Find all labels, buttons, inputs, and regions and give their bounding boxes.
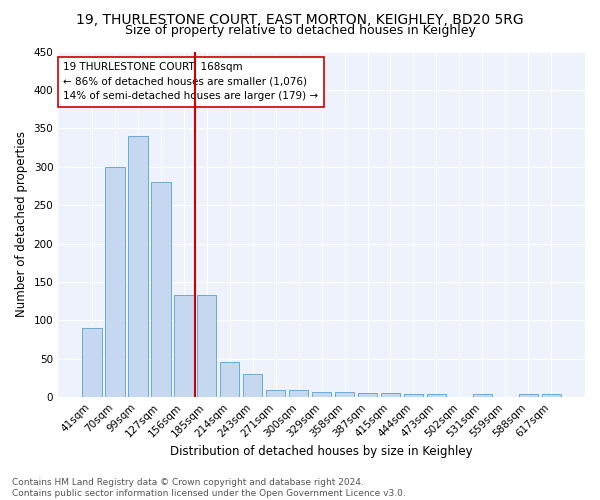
- Y-axis label: Number of detached properties: Number of detached properties: [15, 132, 28, 318]
- Bar: [105, 166, 125, 397]
- Bar: [427, 394, 446, 397]
- Text: Size of property relative to detached houses in Keighley: Size of property relative to detached ho…: [125, 24, 475, 37]
- Bar: [151, 182, 170, 397]
- Bar: [174, 295, 194, 397]
- Bar: [220, 362, 239, 397]
- Bar: [473, 394, 492, 397]
- Bar: [289, 390, 308, 397]
- Text: 19 THURLESTONE COURT: 168sqm
← 86% of detached houses are smaller (1,076)
14% of: 19 THURLESTONE COURT: 168sqm ← 86% of de…: [64, 62, 319, 102]
- Bar: [518, 394, 538, 397]
- Text: Contains HM Land Registry data © Crown copyright and database right 2024.
Contai: Contains HM Land Registry data © Crown c…: [12, 478, 406, 498]
- Bar: [243, 374, 262, 397]
- Bar: [381, 394, 400, 397]
- X-axis label: Distribution of detached houses by size in Keighley: Distribution of detached houses by size …: [170, 444, 473, 458]
- Bar: [128, 136, 148, 397]
- Bar: [542, 394, 561, 397]
- Bar: [197, 295, 217, 397]
- Bar: [358, 394, 377, 397]
- Bar: [404, 394, 423, 397]
- Text: 19, THURLESTONE COURT, EAST MORTON, KEIGHLEY, BD20 5RG: 19, THURLESTONE COURT, EAST MORTON, KEIG…: [76, 12, 524, 26]
- Bar: [312, 392, 331, 397]
- Bar: [335, 392, 355, 397]
- Bar: [82, 328, 101, 397]
- Bar: [266, 390, 286, 397]
